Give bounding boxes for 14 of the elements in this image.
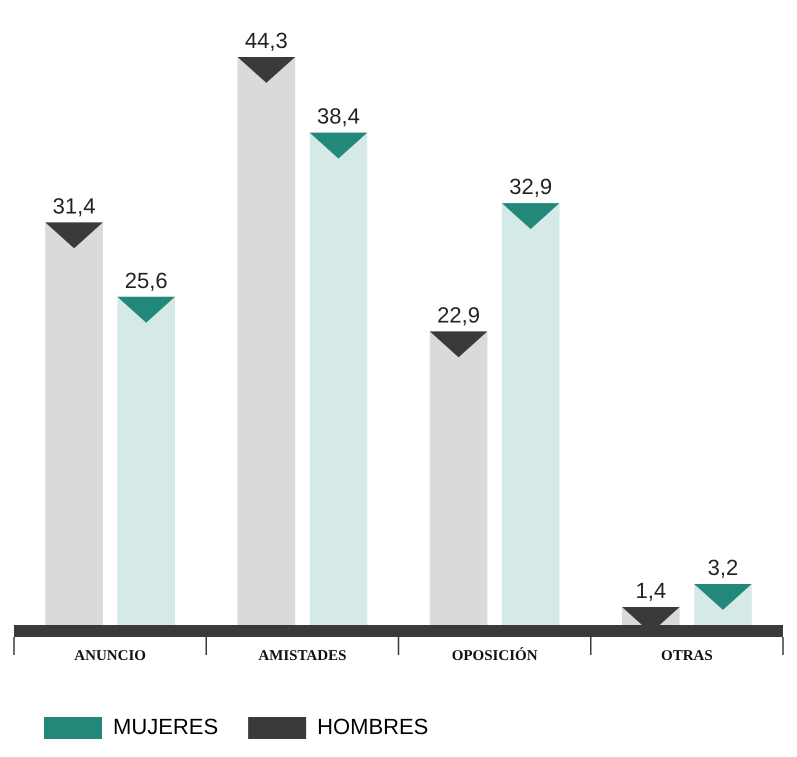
data-label: 1,4 bbox=[636, 578, 666, 604]
x-tick-label: ANUNCIO bbox=[74, 648, 146, 664]
data-label: 3,2 bbox=[708, 555, 738, 580]
x-tick-label: OPOSICIÓN bbox=[452, 646, 538, 664]
x-tick-label: AMISTADES bbox=[258, 648, 346, 664]
data-label: 44,3 bbox=[244, 28, 288, 54]
data-label: 25,6 bbox=[124, 268, 168, 293]
data-label: 31,4 bbox=[52, 193, 96, 218]
data-label: 32,9 bbox=[509, 174, 552, 200]
x-tick-label: OTRAS bbox=[661, 648, 713, 664]
legend-label: HOMBRES bbox=[317, 714, 428, 740]
data-label: 38,4 bbox=[317, 104, 360, 129]
legend-label: MUJERES bbox=[113, 714, 218, 740]
data-label: 22,9 bbox=[437, 302, 480, 328]
